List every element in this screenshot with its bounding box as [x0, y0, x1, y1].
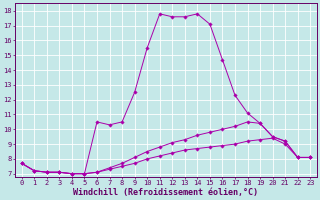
X-axis label: Windchill (Refroidissement éolien,°C): Windchill (Refroidissement éolien,°C)	[74, 188, 259, 197]
